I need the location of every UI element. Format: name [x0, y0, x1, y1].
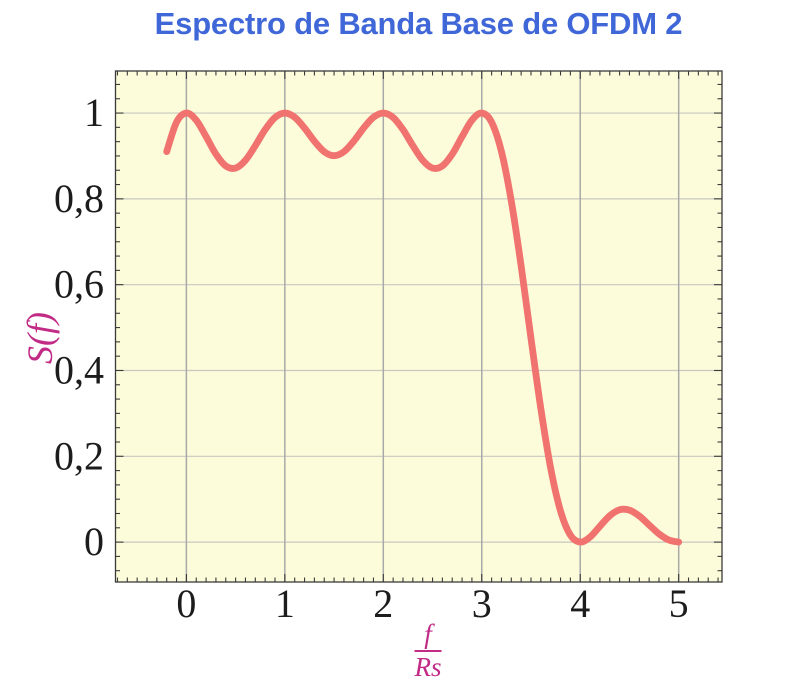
svg-text:0: 0: [176, 581, 196, 626]
y-tick-labels: 0 0,2 0,4 0,6 0,8 1: [54, 90, 104, 564]
svg-text:1: 1: [275, 581, 295, 626]
svg-text:0,2: 0,2: [54, 433, 104, 478]
svg-text:0,4: 0,4: [54, 347, 104, 392]
svg-text:2: 2: [373, 581, 393, 626]
svg-text:3: 3: [472, 581, 492, 626]
x-axis-label-denominator: Rs: [414, 652, 442, 683]
plot-area-background: [115, 71, 722, 582]
grid-lines: [115, 71, 722, 582]
y-axis-label: S(f): [20, 312, 60, 364]
x-axis-label: f Rs: [414, 620, 442, 683]
x-tick-labels: 0 1 2 3 4 5: [176, 581, 688, 626]
svg-text:1: 1: [84, 90, 104, 135]
plot-frame: [114, 70, 723, 583]
svg-text:4: 4: [570, 581, 590, 626]
chart-title: Espectro de Banda Base de OFDM 2: [154, 6, 683, 41]
x-axis-label-numerator: f: [414, 620, 442, 653]
svg-text:0,8: 0,8: [54, 176, 104, 221]
svg-text:0,6: 0,6: [54, 262, 104, 307]
svg-text:0: 0: [84, 519, 104, 564]
tick-marks: [115, 71, 722, 582]
spectrum-curve: [163, 109, 683, 546]
svg-text:5: 5: [669, 581, 689, 626]
